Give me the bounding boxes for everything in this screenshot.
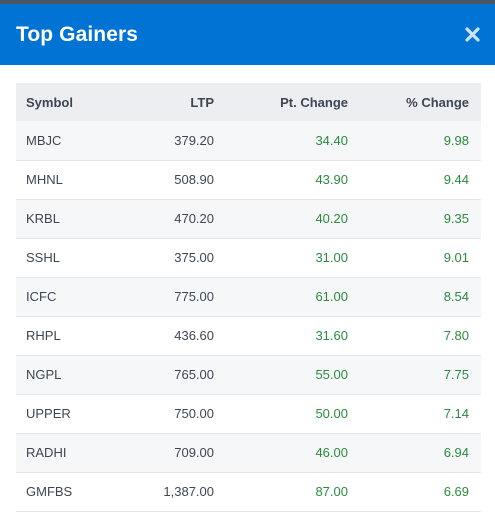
cell-symbol: SSHL [26, 250, 60, 265]
cell-ltp: 750.00 [174, 406, 214, 421]
cell-ltp: 1,387.00 [163, 484, 214, 499]
top-strip [0, 0, 495, 4]
table-row[interactable]: UPPER 750.00 50.00 7.14 [16, 394, 481, 433]
cell-symbol: RHPL [26, 328, 61, 343]
cell-pct-change: 6.69 [443, 484, 469, 499]
table-header: Symbol LTP Pt. Change % Change [16, 83, 481, 121]
table-row[interactable]: GMFBS 1,387.00 87.00 6.69 [16, 472, 481, 511]
cell-pt-change: 43.90 [315, 172, 348, 187]
table-row[interactable]: ICFC 775.00 61.00 8.54 [16, 277, 481, 316]
cell-ltp: 379.20 [174, 132, 214, 148]
cell-ltp: 375.00 [174, 250, 214, 265]
cell-pt-change: 31.00 [315, 250, 348, 265]
table-body: MBJC 379.20 34.40 9.98 MHNL 508.90 43.90… [16, 121, 481, 511]
cell-pct-change: 9.01 [443, 250, 469, 265]
modal-body: Symbol LTP Pt. Change % Change MBJC 379.… [0, 65, 495, 512]
modal-header: Top Gainers [0, 4, 495, 65]
cell-pt-change: 50.00 [315, 406, 348, 421]
cell-pct-change: 7.75 [443, 367, 469, 382]
cell-pt-change: 31.60 [315, 328, 348, 343]
cell-symbol: KRBL [26, 211, 60, 226]
cell-pct-change: 9.35 [443, 211, 469, 226]
close-button[interactable] [461, 24, 483, 46]
gainers-table: Symbol LTP Pt. Change % Change MBJC 379.… [16, 83, 481, 512]
cell-pct-change: 9.44 [443, 172, 469, 187]
table-row[interactable]: NGPL 765.00 55.00 7.75 [16, 355, 481, 394]
cell-ltp: 709.00 [174, 445, 214, 460]
cell-symbol: GMFBS [26, 484, 73, 499]
column-header-symbol[interactable]: Symbol [26, 94, 73, 110]
cell-pct-change: 7.14 [443, 406, 469, 421]
column-header-pct-change[interactable]: % Change [406, 94, 469, 110]
cell-pct-change: 7.80 [443, 328, 469, 343]
cell-symbol: RADHI [26, 445, 67, 460]
cell-symbol: UPPER [26, 406, 71, 421]
cell-pct-change: 6.94 [443, 445, 469, 460]
table-row[interactable]: RADHI 709.00 46.00 6.94 [16, 433, 481, 472]
cell-symbol: MHNL [26, 172, 63, 187]
table-row[interactable]: RHPL 436.60 31.60 7.80 [16, 316, 481, 355]
close-icon [464, 27, 480, 42]
cell-pt-change: 55.00 [315, 367, 348, 382]
table-row[interactable]: SSHL 375.00 31.00 9.01 [16, 238, 481, 277]
cell-ltp: 775.00 [174, 289, 214, 304]
table-row[interactable]: MBJC 379.20 34.40 9.98 [16, 121, 481, 160]
column-header-ltp[interactable]: LTP [190, 94, 214, 110]
column-header-pt-change[interactable]: Pt. Change [280, 94, 348, 110]
cell-ltp: 436.60 [174, 328, 214, 343]
table-header-row: Symbol LTP Pt. Change % Change [16, 83, 481, 121]
cell-pt-change: 46.00 [315, 445, 348, 460]
cell-ltp: 508.90 [174, 172, 214, 187]
cell-pt-change: 61.00 [315, 289, 348, 304]
cell-pct-change: 8.54 [443, 289, 469, 304]
cell-symbol: MBJC [26, 132, 62, 148]
cell-symbol: ICFC [26, 289, 57, 304]
table-row[interactable]: KRBL 470.20 40.20 9.35 [16, 199, 481, 238]
cell-pt-change: 34.40 [315, 132, 348, 148]
modal-title: Top Gainers [16, 22, 139, 46]
cell-pt-change: 87.00 [315, 484, 348, 499]
cell-pct-change: 9.98 [443, 132, 469, 148]
cell-ltp: 765.00 [174, 367, 214, 382]
cell-symbol: NGPL [26, 367, 62, 382]
cell-ltp: 470.20 [174, 211, 214, 226]
cell-pt-change: 40.20 [315, 211, 348, 226]
table-row[interactable]: MHNL 508.90 43.90 9.44 [16, 160, 481, 199]
